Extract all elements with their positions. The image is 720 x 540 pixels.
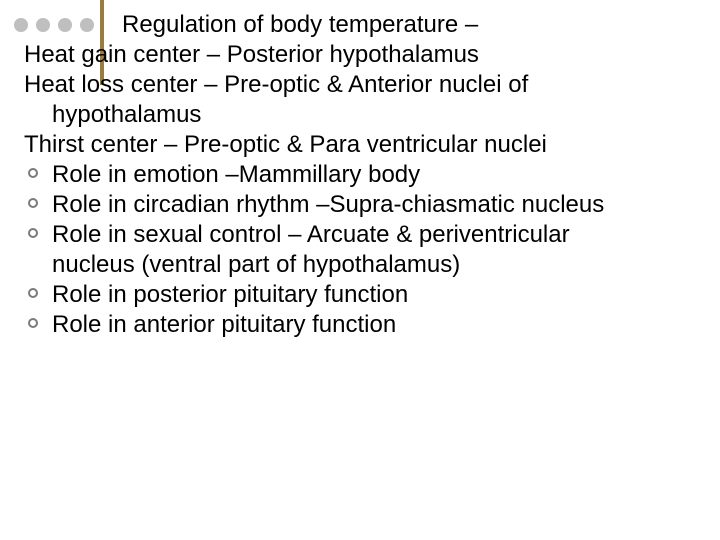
text-line: Heat loss center – Pre-optic & Anterior …: [24, 70, 680, 100]
text-line: Thirst center – Pre-optic & Para ventric…: [24, 130, 680, 160]
bullet-item: Role in sexual control – Arcuate & periv…: [24, 220, 680, 250]
text-line: Regulation of body temperature –: [24, 10, 680, 40]
text-line-continuation: hypothalamus: [52, 100, 680, 130]
bullet-item: Role in posterior pituitary function: [24, 280, 680, 310]
bullet-item: Role in anterior pituitary function: [24, 310, 680, 340]
bullet-item-continuation: nucleus (ventral part of hypothalamus): [52, 250, 680, 280]
bullet-item: Role in emotion –Mammillary body: [24, 160, 680, 190]
bullet-item: Role in circadian rhythm –Supra-chiasmat…: [24, 190, 680, 220]
text-line: Heat gain center – Posterior hypothalamu…: [24, 40, 680, 70]
slide-content: Regulation of body temperature – Heat ga…: [24, 10, 680, 340]
